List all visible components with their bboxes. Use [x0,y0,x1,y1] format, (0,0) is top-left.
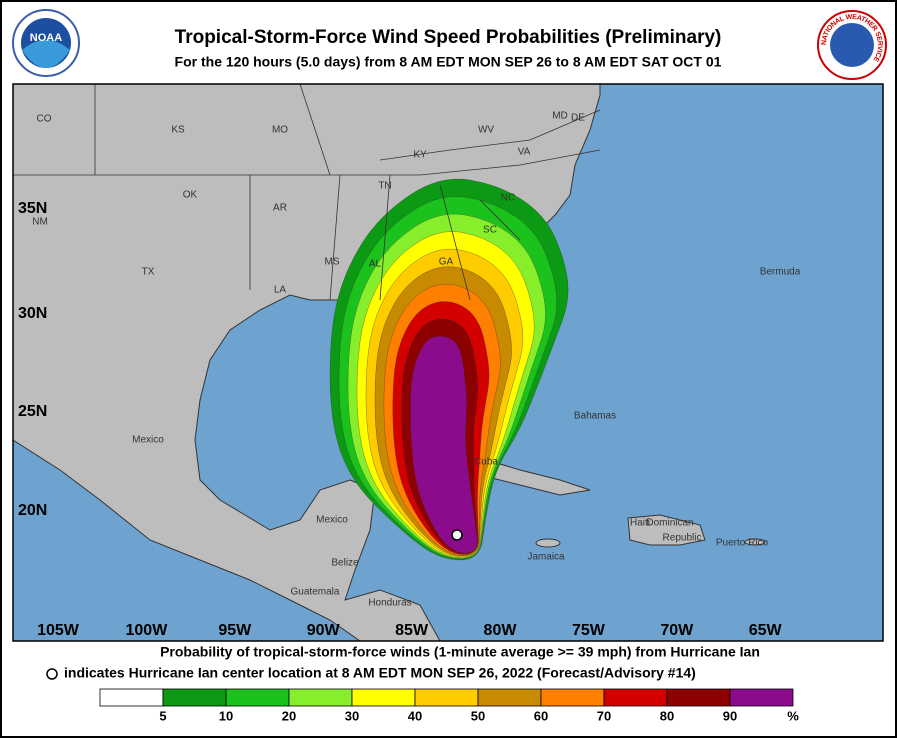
place-label: NC [501,193,515,204]
legend-label: 70 [597,708,611,723]
place-label: CO [37,114,52,125]
place-label: Cuba [474,457,498,468]
legend-swatch [666,688,731,707]
place-label: AR [273,203,287,214]
subtitle: For the 120 hours (5.0 days) from 8 AM E… [175,54,722,70]
legend-label: 10 [219,708,233,723]
footer-marker [46,668,58,680]
map-labels: CO KS MO WV MD DE KY VA TN NC OK AR SC NM TX MS AL GA LA Me… [32,111,801,609]
place-label: KY [413,150,427,161]
place-label: NM [32,217,48,228]
place-label: Puerto Rico [716,538,769,549]
probability-contours [329,178,569,561]
place-label: TX [142,267,155,278]
place-label: LA [274,285,287,296]
state-borders [13,84,601,301]
place-label: GA [439,257,454,268]
place-label: Honduras [368,598,411,609]
lat-label: 20N [18,502,47,519]
place-label: AL [369,259,382,270]
place-label: VA [518,147,531,158]
legend-swatch [729,688,794,707]
nws-logo: NATIONAL WEATHER SERVICE [817,10,887,80]
legend-label: 90 [723,708,737,723]
place-label: Bermuda [760,267,801,278]
noaa-logo: NOAA [12,9,80,77]
lon-label: 100W [126,622,169,639]
place-label: Dominican [646,518,693,529]
lat-label: 25N [18,403,47,420]
legend-swatch [540,688,605,707]
probability-contour [410,336,478,554]
place-label: WV [478,125,494,136]
noaa-text: NOAA [30,32,62,44]
legend-label: 80 [660,708,674,723]
lat-label: 30N [18,305,47,322]
place-label: Jamaica [527,552,565,563]
title: Tropical-Storm-Force Wind Speed Probabil… [175,27,722,48]
legend-label: 50 [471,708,485,723]
place-label: KS [171,125,185,136]
lon-label: 90W [307,622,341,639]
map-border [12,83,884,642]
legend-label: 20 [282,708,296,723]
place-label: MS [325,257,340,268]
legend-swatch [99,688,164,707]
land-jamaica [535,538,561,548]
footer-line1: Probability of tropical-storm-force wind… [160,644,760,660]
lon-label: 75W [572,622,606,639]
land-hispaniola [627,514,706,546]
lon-label: 105W [37,622,80,639]
lon-label: 95W [218,622,252,639]
map: CO KS MO WV MD DE KY VA TN NC OK AR SC NM TX MS AL GA LA Me… [13,84,883,641]
land-puerto-rico [744,538,766,546]
legend-swatch [603,688,668,707]
legend-label: 40 [408,708,422,723]
place-label: Haiti [630,518,650,529]
legend-swatch [351,688,416,707]
legend-swatch [414,688,479,707]
place-label: TN [378,181,391,192]
storm-center [451,529,463,541]
place-label: DE [571,113,585,124]
legend-swatch [162,688,227,707]
place-label: SC [483,225,497,236]
legend-swatch [288,688,353,707]
place-label: MD [552,111,568,122]
lat-label: 35N [18,200,47,217]
lon-label: 85W [395,622,429,639]
legend-label: 30 [345,708,359,723]
place-label: OK [183,190,198,201]
place-label: Mexico [316,515,348,526]
footer-line2: indicates Hurricane Ian center location … [64,665,696,681]
place-label: Guatemala [291,587,340,598]
lon-label: 65W [749,622,783,639]
legend-label: 5 [159,708,166,723]
legend: 5 10 20 30 40 50 60 70 80 90% [99,688,799,723]
legend-unit: % [787,708,799,723]
lon-label: 80W [484,622,518,639]
place-label: MO [272,125,288,136]
place-label: Republic [663,533,702,544]
place-label: Belize [331,558,359,569]
place-label: Bahamas [574,411,616,422]
place-label: Mexico [132,435,164,446]
lon-label: 70W [660,622,694,639]
legend-swatch [477,688,542,707]
legend-label: 60 [534,708,548,723]
legend-swatch [225,688,290,707]
